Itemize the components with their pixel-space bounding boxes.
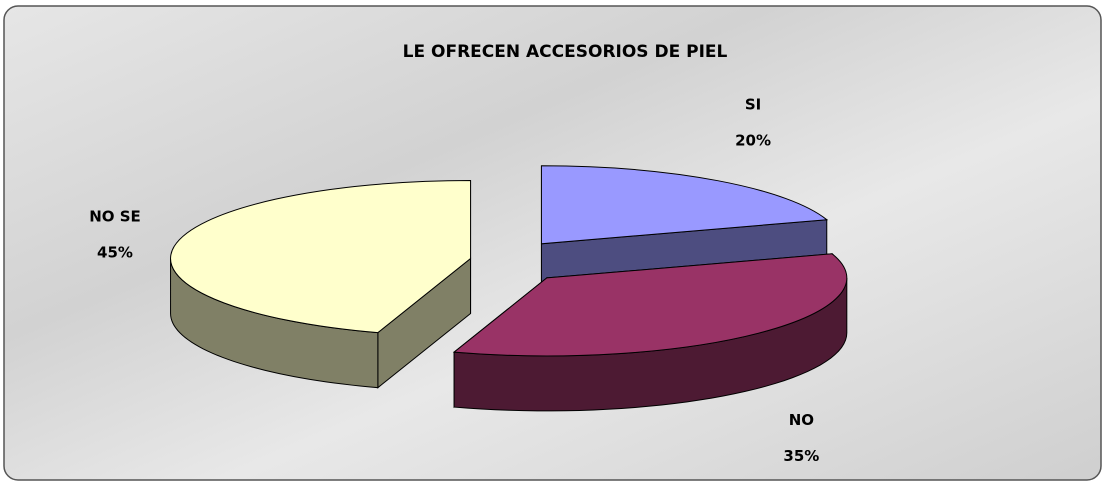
slice-category-label: NO SE xyxy=(89,208,141,226)
slice xyxy=(540,165,829,245)
chart-title: LE OFRECEN ACCESORIOS DE PIEL xyxy=(403,42,728,62)
slice-category-label: NO xyxy=(789,411,814,429)
slice xyxy=(170,179,472,334)
slice-category-label: SI xyxy=(745,96,761,114)
slice-value-label: 35% xyxy=(783,447,819,465)
slice-value-label: 45% xyxy=(97,244,133,262)
slice xyxy=(452,253,848,357)
slice-value-label: 20% xyxy=(735,132,771,150)
